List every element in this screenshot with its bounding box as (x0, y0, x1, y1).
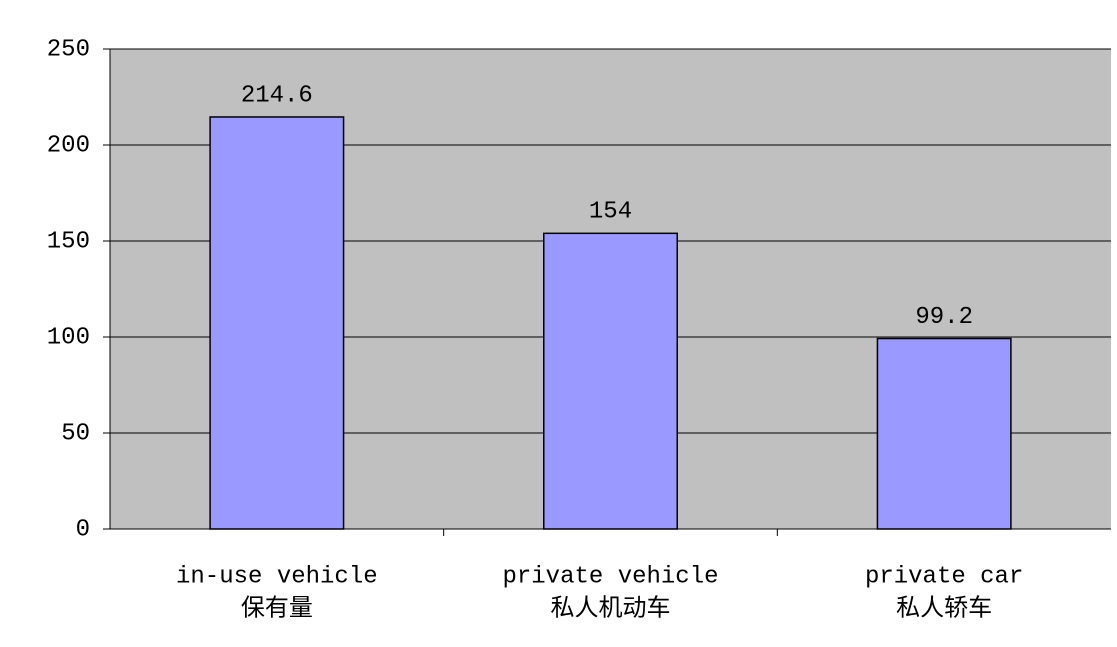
x-tick-label: private vehicle (502, 563, 718, 590)
bar (543, 232, 678, 530)
x-tick-label: 保有量 (241, 594, 313, 623)
x-tick-label: in-use vehicle (176, 563, 378, 590)
y-tick-label: 150 (47, 228, 90, 255)
x-tick-label: 私人机动车 (551, 594, 671, 623)
y-tick-label: 50 (61, 420, 90, 447)
y-tick-label: 250 (47, 36, 90, 63)
data-label: 99.2 (915, 304, 973, 331)
y-tick-label: 0 (76, 516, 90, 543)
data-label: 154 (589, 199, 632, 226)
bar (876, 337, 1012, 530)
x-tick-label: private car (865, 563, 1023, 590)
y-tick-label: 100 (47, 324, 90, 351)
data-label: 214.6 (241, 82, 313, 109)
y-tick-label: 200 (47, 132, 90, 159)
bar (209, 116, 345, 530)
x-tick-label: 私人轿车 (896, 594, 992, 623)
